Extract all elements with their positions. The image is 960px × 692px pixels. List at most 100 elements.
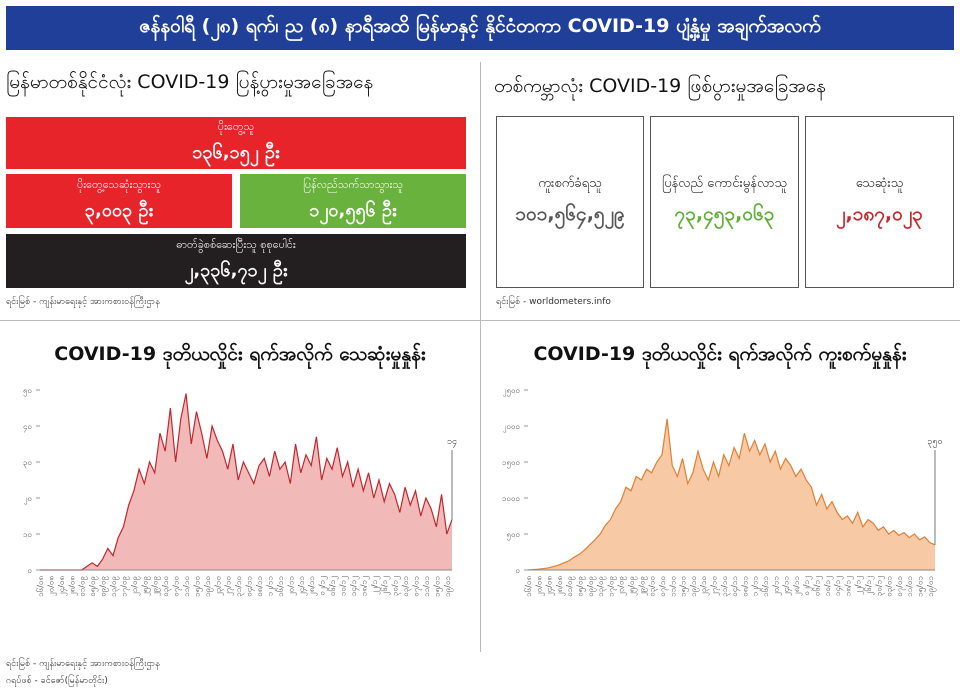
- x-tick-label: ၂၃/၁၀: [699, 576, 710, 596]
- x-tick-label: ၀၉/၀၉: [99, 576, 110, 597]
- footer-graphic: ဂရပ်ဖစ် - ခင်ဇော်(မြန်မာတိုင်း): [6, 676, 108, 686]
- x-tick-label: ၀၃/၁၀: [648, 576, 659, 597]
- x-tick-label: ၃၀/၁၂: [874, 576, 885, 596]
- x-tick-label: ၀၄/၁၁: [730, 576, 741, 597]
- x-tick-label: ၁၈/၁၂: [843, 576, 854, 596]
- x-tick-label: ၁၉/၁၀: [203, 576, 214, 597]
- x-tick-label: ၂၇/၁၀: [224, 576, 235, 596]
- value: ၁၀၁,၅၆၄,၅၂၉: [515, 202, 625, 225]
- y-tick-label: ၅၀: [23, 386, 32, 397]
- x-tick-label: ၁၅/၀၁: [916, 576, 927, 597]
- x-tick-label: ၁၇/၀၉: [119, 576, 130, 597]
- line: [40, 393, 453, 571]
- y-tick-label: ၃၀: [23, 458, 32, 469]
- x-tick-label: ၂၄/၁၁: [782, 576, 793, 596]
- x-tick-label: ၂၄/၁၁: [297, 576, 308, 596]
- value: ၂,၁၈၇,၀၂၃: [836, 202, 923, 225]
- x-tick-label: ၂၄/၀၈: [545, 576, 556, 596]
- value: ၃,၀၀၃ ဦး: [84, 199, 154, 221]
- x-tick-label: ၀၁/၀၉: [565, 576, 576, 597]
- x-tick-label: ၁၈/၁၂: [359, 576, 370, 596]
- x-tick-label: ၀၃/၁၀: [161, 576, 172, 597]
- x-tick-label: ၁၃/၀၉: [596, 576, 607, 597]
- x-tick-label: ၀၉/၀၉: [586, 576, 597, 597]
- x-tick-label: ၂၆/၁၂: [379, 576, 391, 596]
- x-tick-label: ၁၁/၁၀: [668, 576, 677, 597]
- x-tick-label: ၀၈/၁၁: [255, 576, 264, 597]
- divider: [0, 320, 960, 321]
- x-tick-label: ၂၈/၀၈: [555, 576, 566, 596]
- value: ၁၃၆,၁၅၂ ဦး: [192, 141, 280, 163]
- x-tick-label: ၁၆/၁၁: [275, 576, 285, 597]
- x-tick-label: ၀၇/၁၀: [658, 576, 669, 597]
- x-tick-label: ၃၁/၁၀: [234, 576, 245, 597]
- x-tick-label: ၁၂/၁၁: [265, 576, 276, 596]
- x-tick-label: ၂၉/၀၉: [151, 576, 162, 596]
- value: ၇၃,၄၅၃,၀၆၃: [674, 202, 775, 225]
- y-tick-label: ၂၀: [24, 494, 32, 505]
- y-tick-label: ၁၀: [23, 530, 32, 539]
- x-tick-label: ၁၁/၁၀: [182, 576, 191, 597]
- x-tick-label: ၁၆/၀၈: [35, 576, 45, 597]
- myanmar-source: ရင်းမြစ် - ကျန်းမာရေးနှင့် အားကစားဝန်ကြီ…: [6, 297, 160, 307]
- x-tick-label: ၁၉/၀၁: [443, 576, 454, 597]
- y-tick-label: ၁၀၀၀: [502, 494, 520, 503]
- label: ပြန်လည်သက်သာသွားသူ: [303, 177, 403, 191]
- x-tick-label: ၀၁/၀၉: [78, 576, 89, 597]
- x-tick-label: ၀၂/၁၂: [802, 576, 813, 596]
- y-tick-label: ၄၀: [23, 422, 32, 433]
- x-tick-label: ၂၈/၁၁: [792, 576, 803, 596]
- divider: [480, 62, 481, 652]
- recovered-box: ပြန်လည်သက်သာသွားသူ ၁၂၀,၅၅၆ ဦး: [240, 174, 466, 228]
- x-tick-label: ၂၂/၁၂: [370, 576, 381, 595]
- label: ဓာတ်ခွဲစစ်ဆေးပြီးသူ စုစုပေါင်း: [176, 237, 296, 251]
- x-tick-label: ၂၀/၁၁: [286, 576, 297, 596]
- world-heading: တစ်ကမ္ဘာလုံး COVID-19 ဖြစ်ပွားမှုအခြေအနေ: [494, 75, 826, 97]
- x-tick-label: ၁၀/၁၂: [823, 576, 834, 596]
- x-tick-label: ၀၃/၀၁: [401, 576, 412, 597]
- x-tick-label: ၁၉/၁၀: [689, 576, 700, 597]
- y-tick-label: ၂၀၀၀: [503, 422, 520, 433]
- chart-title: COVID-19 ဒုတိယလှိုင်း ရက်အလိုက် ကူးစက်မှ…: [533, 341, 906, 370]
- end-annotation: ၁၄: [447, 437, 457, 448]
- header-title: ဇန်နဝါရီ (၂၈) ရက်၊ ည (၈) နာရီအထိ မြန်မာန…: [6, 6, 954, 50]
- y-tick-label: ၂၅၀၀: [503, 386, 520, 397]
- x-tick-label: ၀၇/၁၀: [172, 576, 183, 597]
- x-tick-label: ၁၁/၀၁: [905, 576, 914, 597]
- value: ၂,၃၃၆,၇၁၂ ဦး: [184, 259, 288, 281]
- confirmed-box: ပိုးတွေ့သူ ၁၃၆,၁၅၂ ဦး: [6, 117, 466, 169]
- x-tick-label: ၁၄/၁၂: [349, 576, 360, 596]
- x-tick-label: ၃၀/၁၂: [391, 576, 402, 596]
- x-tick-label: ၀၃/၀၁: [885, 576, 896, 597]
- x-tick-label: ၂၀/၀၈: [534, 576, 545, 596]
- x-tick-label: ၂၉/၀၉: [637, 576, 648, 596]
- end-annotation: ၃၅၀: [927, 437, 942, 448]
- world-deaths-box: သေဆုံးသူ ၂,၁၈၇,၀၂၃: [805, 116, 954, 288]
- x-tick-label: ၀၇/၀၁: [895, 576, 906, 597]
- footer-source: ရင်းမြစ် - ကျန်းမာရေးနှင့် အားကစားဝန်ကြီ…: [6, 659, 160, 669]
- x-tick-label: ၃၁/၁၀: [720, 576, 731, 597]
- deaths-box: ပိုးတွေ့သေဆုံးသွားသူ ၃,၀၀၃ ဦး: [6, 174, 232, 228]
- x-tick-label: ၂၀/၁၁: [771, 576, 782, 596]
- x-tick-label: ၀၇/၀၁: [411, 576, 422, 597]
- x-tick-label: ၀၆/၁၂: [812, 576, 824, 596]
- x-tick-label: ၂၀/၀၈: [46, 576, 57, 596]
- x-tick-label: ၁၄/၁၂: [833, 576, 844, 596]
- x-tick-label: ၀၆/၁၂: [327, 576, 339, 596]
- x-tick-label: ၂၄/၀၈: [57, 576, 68, 596]
- x-tick-label: ၁၅/၁၀: [679, 576, 690, 597]
- x-tick-label: ၂၁/၀၉: [617, 576, 628, 596]
- line: [527, 418, 936, 571]
- world-recovered-box: ပြန်လည် ကောင်းမွန်လာသူ ၇၃,၄၅၃,၀၆၃: [650, 116, 799, 288]
- myanmar-heading: မြန်မာတစ်နိုင်ငံလုံး COVID-19 ပြန့်ပွားမ…: [6, 71, 374, 93]
- y-tick-label: ၅၀၀: [507, 530, 521, 541]
- x-tick-label: ၂၃/၁၀: [213, 576, 224, 596]
- world-cases-box: ကူးစက်ခံရသူ ၁၀၁,၅၆၄,၅၂၉: [496, 116, 644, 288]
- x-tick-label: ၁၅/၀၁: [432, 576, 443, 597]
- x-tick-label: ၀၅/၀၉: [576, 576, 587, 597]
- label: သေဆုံးသူ: [855, 175, 904, 191]
- x-tick-label: ၀၈/၁၁: [740, 576, 749, 597]
- label: ပိုးတွေ့သေဆုံးသွားသူ: [77, 177, 161, 191]
- x-tick-label: ၂၂/၁၂: [854, 576, 865, 595]
